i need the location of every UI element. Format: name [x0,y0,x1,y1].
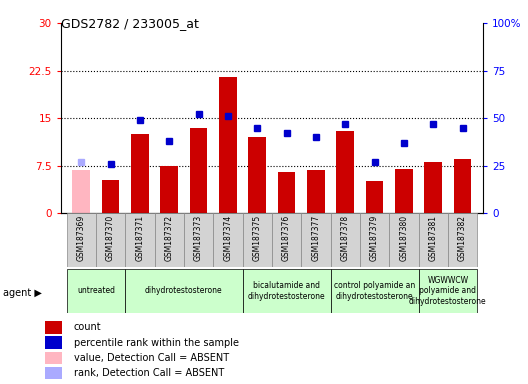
Text: GSM187381: GSM187381 [429,215,438,261]
Text: agent ▶: agent ▶ [3,288,42,298]
Bar [161,166,178,213]
Bar [249,137,266,213]
Bar [45,367,62,379]
Bar [454,159,472,213]
FancyBboxPatch shape [448,213,477,267]
Bar [131,134,149,213]
FancyBboxPatch shape [155,213,184,267]
Bar [425,162,442,213]
Bar [190,127,208,213]
Bar [45,336,62,349]
Bar [102,180,119,213]
Text: GDS2782 / 233005_at: GDS2782 / 233005_at [61,17,199,30]
Text: WGWWCW
polyamide and
dihydrotestosterone: WGWWCW polyamide and dihydrotestosterone [409,276,487,306]
Text: control polyamide an
dihydrotestosterone: control polyamide an dihydrotestosterone [334,281,415,301]
FancyBboxPatch shape [419,213,448,267]
Text: value, Detection Call = ABSENT: value, Detection Call = ABSENT [74,353,229,363]
Bar [219,77,237,213]
FancyBboxPatch shape [67,213,96,267]
Text: GSM187380: GSM187380 [399,215,409,261]
FancyBboxPatch shape [242,213,272,267]
Bar [45,321,62,334]
FancyBboxPatch shape [67,269,125,313]
FancyBboxPatch shape [331,213,360,267]
Text: rank, Detection Call = ABSENT: rank, Detection Call = ABSENT [74,368,224,378]
Bar [45,351,62,364]
FancyBboxPatch shape [242,269,331,313]
FancyBboxPatch shape [96,213,125,267]
FancyBboxPatch shape [360,213,389,267]
Text: count: count [74,322,101,332]
Text: dihydrotestosterone: dihydrotestosterone [145,286,223,295]
Text: GSM187371: GSM187371 [135,215,145,261]
FancyBboxPatch shape [213,213,242,267]
Text: percentile rank within the sample: percentile rank within the sample [74,338,239,348]
Text: GSM187374: GSM187374 [223,215,232,261]
FancyBboxPatch shape [331,269,419,313]
Text: GSM187370: GSM187370 [106,215,115,261]
Text: GSM187369: GSM187369 [77,215,86,261]
FancyBboxPatch shape [184,213,213,267]
Text: GSM187375: GSM187375 [253,215,262,261]
Bar [278,172,295,213]
Bar [307,170,325,213]
Text: GSM187382: GSM187382 [458,215,467,261]
Text: bicalutamide and
dihydrotestosterone: bicalutamide and dihydrotestosterone [248,281,325,301]
Text: GSM187379: GSM187379 [370,215,379,261]
FancyBboxPatch shape [301,213,331,267]
Text: GSM187378: GSM187378 [341,215,350,261]
FancyBboxPatch shape [272,213,301,267]
FancyBboxPatch shape [125,269,242,313]
Text: untreated: untreated [77,286,115,295]
Text: GSM187377: GSM187377 [312,215,320,261]
Bar [395,169,413,213]
Bar [336,131,354,213]
FancyBboxPatch shape [125,213,155,267]
FancyBboxPatch shape [389,213,419,267]
Text: GSM187372: GSM187372 [165,215,174,261]
FancyBboxPatch shape [419,269,477,313]
Bar [366,182,383,213]
Bar [72,170,90,213]
Text: GSM187373: GSM187373 [194,215,203,261]
Text: GSM187376: GSM187376 [282,215,291,261]
